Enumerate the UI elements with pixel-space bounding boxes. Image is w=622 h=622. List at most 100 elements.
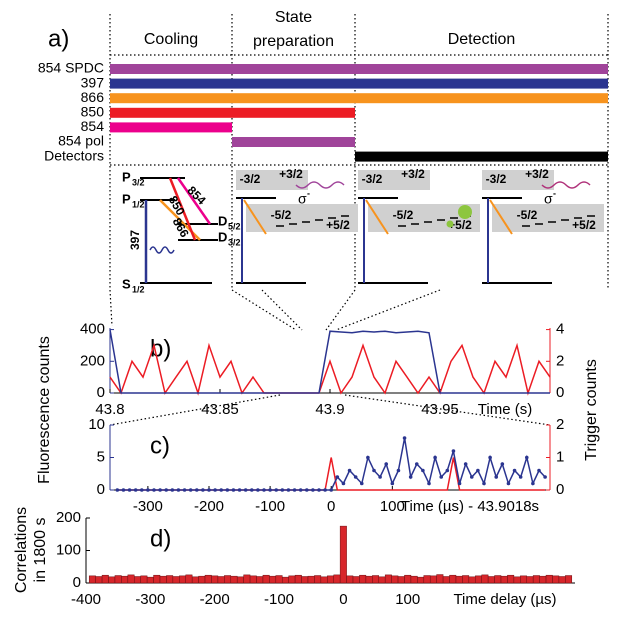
x-tick-label: -100 (264, 591, 294, 608)
bar (269, 575, 277, 584)
y-tick-label: 10 (88, 416, 105, 433)
point (445, 468, 450, 473)
x-tick-label: 43.8 (95, 401, 124, 418)
laser-bar (110, 78, 232, 89)
x-tick-label: -400 (71, 591, 101, 608)
bar (558, 576, 566, 584)
point (243, 488, 248, 492)
point (537, 468, 541, 473)
point (372, 468, 376, 473)
point (512, 468, 517, 473)
x-tick-label: -300 (133, 498, 163, 515)
transition (365, 199, 389, 235)
point (219, 488, 224, 492)
x-tick-label: 100 (380, 498, 405, 515)
bar (146, 576, 154, 584)
sublevel-label: -3/2 (240, 172, 261, 186)
point (133, 488, 138, 492)
point (146, 488, 150, 492)
bar (114, 575, 122, 584)
bar (352, 576, 360, 584)
bar (346, 575, 354, 584)
bar (172, 576, 180, 584)
bar (243, 574, 251, 584)
bar (153, 574, 161, 584)
laser-label: 854 (81, 118, 105, 134)
x-axis-label: Time delay (µs) (453, 591, 556, 608)
bar (436, 574, 444, 584)
x-tick-label: 0 (339, 591, 347, 608)
point (286, 488, 291, 492)
y-axis-label: Correlations (13, 507, 30, 593)
zoom-lines (109, 54, 610, 426)
photon (295, 181, 345, 189)
point (433, 455, 437, 460)
bar (423, 575, 431, 584)
point (439, 475, 444, 479)
bar (513, 576, 521, 584)
x-tick-label: 43.85 (201, 401, 239, 418)
point (280, 488, 285, 492)
sigma: σ (544, 191, 553, 207)
bar (333, 574, 341, 584)
bar (198, 575, 206, 584)
bar (121, 575, 129, 584)
panel-label: b) (150, 335, 171, 362)
point (482, 481, 486, 486)
bar (442, 576, 450, 584)
point (421, 468, 425, 473)
point (531, 481, 535, 486)
bar (475, 575, 482, 584)
d-manifold (492, 204, 604, 232)
point (463, 462, 468, 466)
point (262, 488, 266, 492)
series-line (117, 437, 546, 491)
point (256, 488, 260, 492)
transition (168, 177, 197, 241)
ion-marker (446, 220, 454, 228)
bar (507, 574, 515, 584)
bar (545, 574, 553, 584)
point (139, 488, 144, 492)
bar (320, 576, 328, 584)
sublevel-label: +5/2 (448, 218, 472, 232)
point (390, 481, 395, 486)
bar (526, 576, 534, 584)
level-sub: 1/2 (132, 199, 145, 209)
point (488, 455, 492, 460)
p-manifold (358, 170, 430, 190)
point (164, 488, 169, 492)
bar (262, 574, 270, 584)
sigma-sup: - (553, 188, 556, 198)
bar (134, 576, 141, 584)
point (292, 488, 297, 492)
y-tick-label: 200 (80, 352, 105, 369)
bar (462, 575, 470, 584)
x-tick-label: -300 (135, 591, 165, 608)
point (231, 488, 236, 492)
point (451, 449, 456, 453)
sublevel-label: +3/2 (279, 167, 303, 181)
point (213, 488, 217, 492)
bar (481, 574, 489, 584)
bar (301, 576, 309, 584)
bar (314, 575, 322, 584)
bar (230, 575, 238, 584)
bar (236, 576, 244, 584)
bar (429, 575, 437, 584)
bar (191, 576, 199, 584)
laser-label: 854 SPDC (38, 60, 104, 76)
bar (275, 575, 283, 584)
bar (108, 576, 116, 584)
y2-axis-label: Trigger counts (583, 359, 600, 461)
point (188, 488, 193, 492)
bar (417, 576, 425, 584)
ion-marker (458, 205, 472, 219)
bar (249, 575, 257, 584)
point (207, 488, 211, 492)
point (347, 468, 352, 473)
laser-bar (232, 64, 355, 74)
point (457, 481, 462, 486)
y2-tick-label: 1 (556, 448, 564, 465)
x-tick-label: 43.95 (421, 401, 459, 418)
